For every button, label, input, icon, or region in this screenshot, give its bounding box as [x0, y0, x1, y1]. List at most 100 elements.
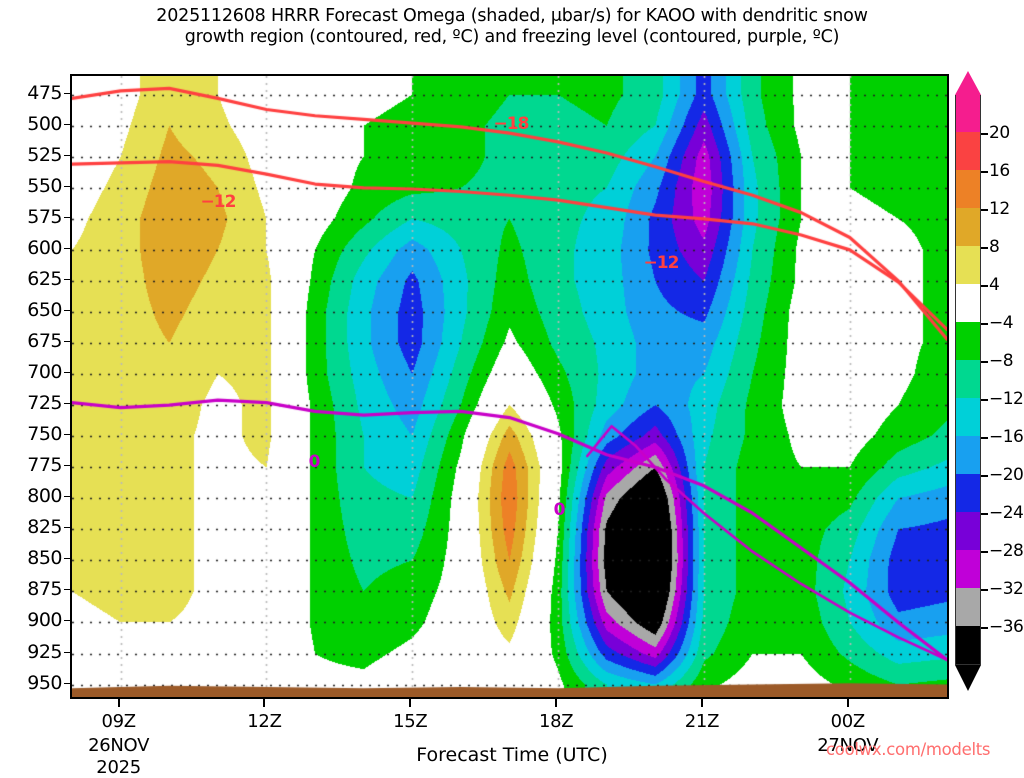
y-axis-tick-mark — [64, 92, 70, 94]
y-axis-tick-label: 800 — [27, 485, 62, 508]
y-axis-tick-label: 775 — [27, 454, 62, 477]
y-axis-tick-label: 875 — [27, 578, 62, 601]
y-axis-tick-label: 925 — [27, 640, 62, 663]
colorbar-tick-label: −28 — [989, 541, 1024, 561]
colorbar-band — [956, 473, 980, 512]
colorbar-tick-label: 8 — [989, 237, 1000, 257]
x-axis-tick-mark — [700, 698, 703, 707]
y-axis-tick-label: 825 — [27, 516, 62, 539]
y-axis-tick-mark — [64, 372, 70, 374]
y-axis-tick-label: 750 — [27, 423, 62, 446]
y-axis-tick-mark — [64, 465, 70, 467]
contour-inline-label: 0 — [553, 500, 566, 520]
y-axis-tick-label: 525 — [27, 143, 62, 166]
colorbar-tick-mark — [981, 589, 988, 591]
y-axis-tick-label: 950 — [27, 671, 62, 694]
y-axis-tick-mark — [64, 341, 70, 343]
y-axis-tick-mark — [64, 309, 70, 311]
y-axis-tick-mark — [64, 216, 70, 218]
colorbar-band — [956, 397, 980, 436]
colorbar-tick-label: −36 — [989, 617, 1024, 637]
title-line-2: growth region (contoured, red, ºC) and f… — [184, 27, 840, 47]
colorbar-tick-label: 4 — [989, 275, 1000, 295]
x-axis-title: Forecast Time (UTC) — [416, 744, 608, 766]
colorbar-tick-mark — [981, 551, 988, 553]
x-axis-date-label: 26NOV — [88, 735, 150, 756]
y-axis-tick-label: 850 — [27, 547, 62, 570]
colorbar-tick-label: 12 — [989, 199, 1010, 219]
x-axis-tick-label: 15Z — [393, 711, 428, 732]
y-axis-tick-mark — [64, 278, 70, 280]
colorbar-tick-mark — [981, 399, 988, 401]
y-axis-tick-label: 600 — [27, 236, 62, 259]
y-axis-tick-mark — [64, 434, 70, 436]
colorbar-band — [956, 283, 980, 322]
contour-inline-label: −18 — [493, 114, 530, 134]
colorbar-band — [956, 549, 980, 588]
y-axis-tick-mark — [64, 527, 70, 529]
colorbar-band — [956, 169, 980, 208]
colorbar-tick-label: −32 — [989, 579, 1024, 599]
y-axis-tick-label: 550 — [27, 174, 62, 197]
colorbar-tick-label: 16 — [989, 161, 1010, 181]
y-axis-tick-label: 475 — [27, 81, 62, 104]
colorbar-band — [956, 93, 980, 132]
colorbar-tick-mark — [981, 437, 988, 439]
y-axis-tick-mark — [64, 154, 70, 156]
colorbar-over-arrow — [955, 71, 981, 95]
y-axis-tick-mark — [64, 185, 70, 187]
contour-inline-label: −12 — [643, 253, 680, 273]
colorbar-band — [956, 625, 980, 664]
colorbar-tick-mark — [981, 361, 988, 363]
colorbar-band — [956, 131, 980, 170]
contour-inline-label: −12 — [200, 192, 237, 212]
colorbar-band — [956, 321, 980, 360]
title-line-1: 2025112608 HRRR Forecast Omega (shaded, … — [156, 6, 868, 26]
x-axis-date-label: 27NOV — [817, 735, 879, 756]
colorbar-band — [956, 435, 980, 474]
y-axis-tick-mark — [64, 247, 70, 249]
colorbar-tick-label: −16 — [989, 427, 1024, 447]
colorbar-under-arrow — [955, 665, 981, 691]
y-axis-tick-mark — [64, 403, 70, 405]
colorbar-tick-mark — [981, 285, 988, 287]
colorbar-tick-mark — [981, 475, 988, 477]
colorbar-tick-label: −24 — [989, 503, 1024, 523]
y-axis-tick-label: 700 — [27, 361, 62, 384]
colorbar-band — [956, 245, 980, 284]
y-axis-tick-mark — [64, 620, 70, 622]
x-axis-tick-label: 00Z — [830, 711, 866, 732]
omega-contour-canvas — [72, 76, 947, 697]
y-axis-tick-label: 575 — [27, 205, 62, 228]
colorbar-tick-label: −12 — [989, 389, 1024, 409]
colorbar-band — [956, 207, 980, 246]
y-axis-tick-mark — [64, 651, 70, 653]
colorbar-tick-mark — [981, 323, 988, 325]
colorbar-band — [956, 587, 980, 626]
y-axis-tick-label: 650 — [27, 298, 62, 321]
colorbar-tick-mark — [981, 247, 988, 249]
y-axis-tick-label: 725 — [27, 392, 62, 415]
colorbar-tick-mark — [981, 171, 988, 173]
colorbar-tick-label: −4 — [989, 313, 1014, 333]
contour-inline-label: 0 — [308, 452, 321, 472]
x-axis-tick-mark — [555, 698, 558, 707]
credit-link[interactable]: coolwx.com/modelts — [826, 740, 991, 759]
x-axis-tick-label: 18Z — [538, 711, 574, 732]
x-axis-tick-label: 09Z — [101, 711, 136, 732]
y-axis-tick-mark — [64, 589, 70, 591]
colorbar-band — [956, 359, 980, 398]
x-axis-tick-mark — [263, 698, 266, 707]
y-axis-tick-mark — [64, 682, 70, 684]
y-axis-tick-mark — [64, 558, 70, 560]
colorbar-band — [956, 511, 980, 550]
y-axis-tick-label: 500 — [27, 112, 62, 135]
colorbar[interactable] — [955, 93, 981, 665]
x-axis-tick-label: 12Z — [247, 711, 282, 732]
x-axis-tick-mark — [846, 698, 849, 707]
colorbar-tick-label: 20 — [989, 123, 1010, 143]
x-axis-tick-mark — [117, 698, 120, 707]
y-axis-tick-label: 625 — [27, 267, 62, 290]
colorbar-tick-label: −8 — [989, 351, 1014, 371]
